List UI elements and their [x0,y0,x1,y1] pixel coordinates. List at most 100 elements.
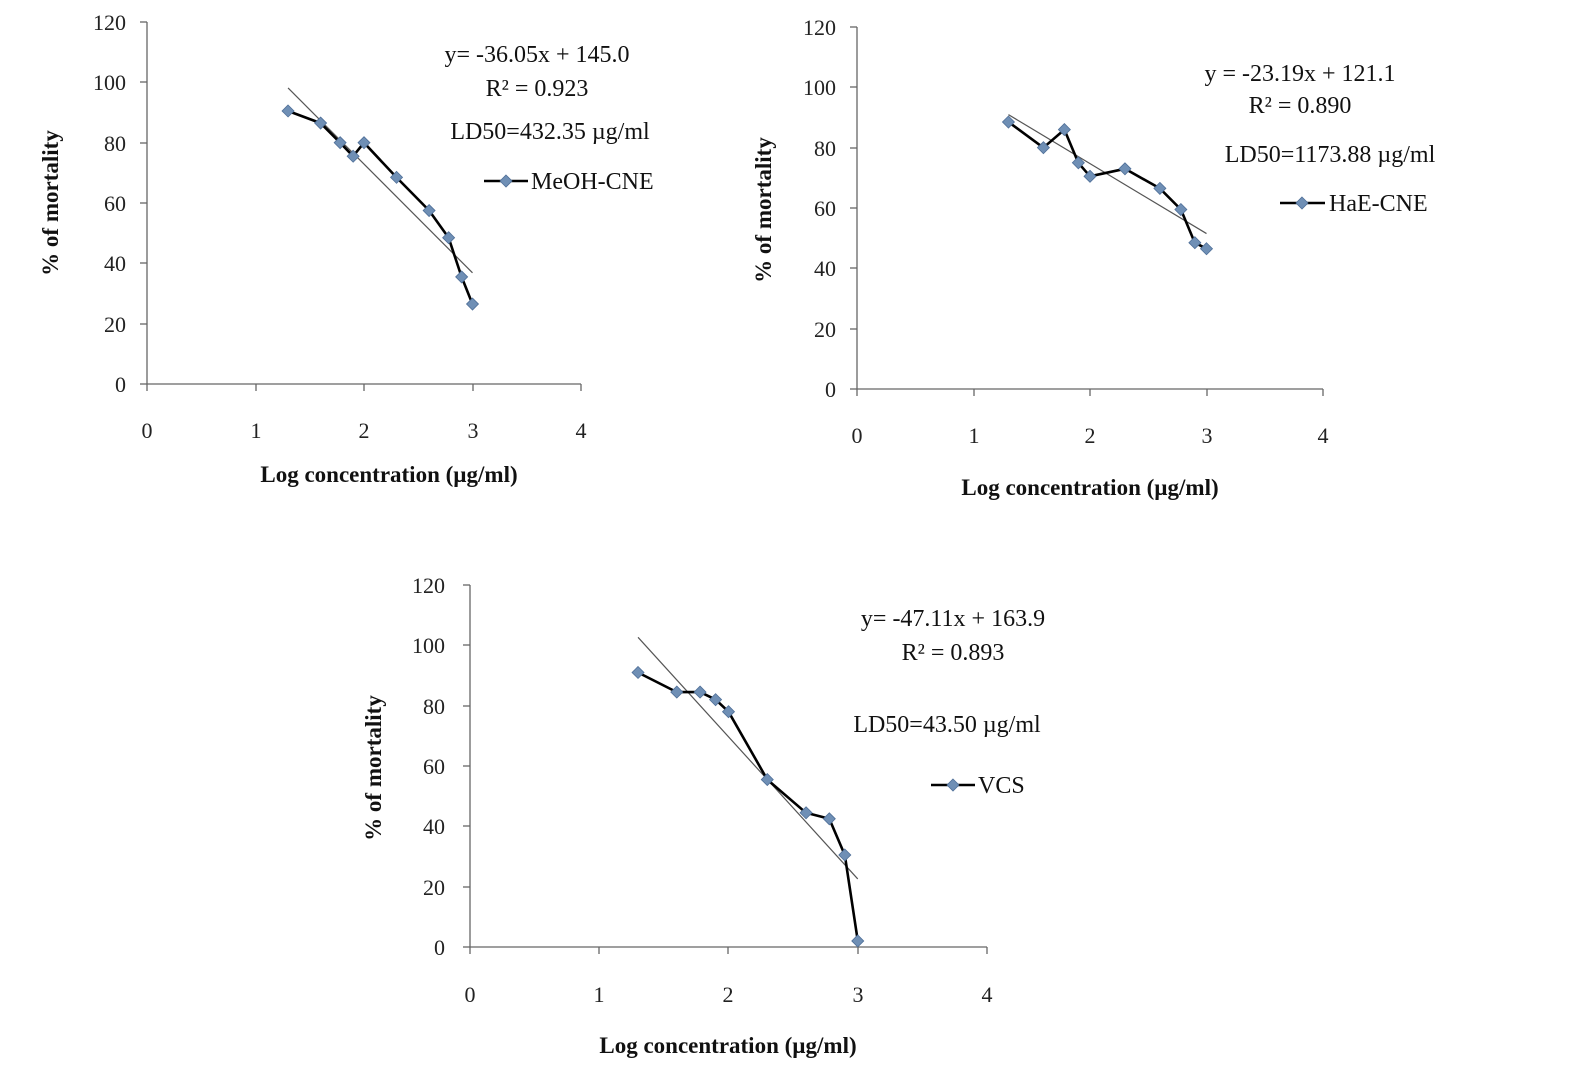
chart3-legend: VCS [931,773,1025,799]
chart2-data-point [1071,156,1085,170]
chart3-x-tick-label: 2 [723,982,734,1007]
chart1-x-tick-labels: 0 1 2 3 4 [142,418,587,443]
chart2-data-point [1153,181,1167,195]
chart3-legend-marker [946,778,960,792]
chart1-equation: y= -36.05x + 145.0 [444,42,629,68]
chart2-y-axis-title: % of mortality [751,137,776,283]
chart1-y-tick-marks [140,21,147,385]
chart2-data-point [1118,162,1132,176]
chart3-y-tick-marks [463,584,470,948]
chart1-y-tick-label: 100 [93,70,126,95]
chart2-legend-marker [1295,196,1309,210]
chart3-markers [631,665,865,948]
chart3-data-point [670,685,684,699]
chart3-x-tick-label: 0 [465,982,476,1007]
chart3-y-tick-label: 60 [423,754,445,779]
chart2-x-tick-label: 1 [969,423,980,448]
chart3-y-tick-label: 80 [423,694,445,719]
chart3-trendline [637,636,859,880]
chart1-data-point [314,116,328,130]
chart3-data-point [838,848,852,862]
chart1-y-tick-label: 40 [104,251,126,276]
chart2-x-tick-marks [856,389,1324,396]
chart2-data-point [1188,236,1202,250]
chart2-x-axis-title: Log concentration (µg/ml) [961,475,1218,500]
chart3-y-tick-label: 40 [423,814,445,839]
chart1-y-tick-label: 0 [115,372,126,397]
chart3-ld50: LD50=43.50 µg/ml [853,712,1041,738]
chart3-y-tick-label: 0 [434,935,445,960]
chart3-x-axis-title: Log concentration (µg/ml) [599,1033,856,1058]
chart3-equation: y= -47.11x + 163.9 [861,606,1045,632]
chart3-data-point [631,665,645,680]
chart1-y-axis-title: % of mortality [38,130,63,276]
chart3-y-axis-title: % of mortality [361,695,386,841]
chart2-axes [850,26,1324,396]
chart3-data-point [799,806,813,820]
chart3-axes [463,584,988,954]
chart3-r-squared: R² = 0.893 [902,640,1005,666]
chart2-ld50: LD50=1173.88 µg/ml [1225,142,1436,168]
chart1-legend-marker [499,174,513,188]
chart3-x-tick-marks [469,947,988,954]
chart2-y-tick-label: 120 [803,15,836,40]
chart1-y-tick-label: 60 [104,191,126,216]
chart2-x-tick-label: 4 [1318,423,1329,448]
chart1-legend-label: MeOH-CNE [531,169,654,195]
chart1-y-tick-label: 20 [104,312,126,337]
chart2-y-tick-label: 60 [814,196,836,221]
chart2-markers [1001,115,1214,256]
chart2-y-tick-label: 20 [814,317,836,342]
chart2-data-point [1199,242,1214,256]
chart2-r-squared: R² = 0.890 [1249,93,1352,119]
chart1-data-point [346,149,360,163]
chart-hae-cne: 0 20 40 60 80 100 120 0 1 2 3 4 Log conc… [751,15,1436,500]
chart1-r-squared: R² = 0.923 [486,76,589,102]
chart2-x-tick-label: 2 [1085,423,1096,448]
chart1-x-tick-label: 0 [142,418,153,443]
chart3-series-line [637,671,860,942]
chart1-x-tick-label: 4 [576,418,587,443]
chart2-data-point [1036,141,1050,155]
chart1-y-tick-label: 80 [104,131,126,156]
chart1-y-tick-labels: 0 20 40 60 80 100 120 [93,10,126,397]
chart3-data-point [851,934,865,948]
chart1-y-tick-label: 120 [93,10,126,35]
chart1-data-point [455,270,469,284]
chart1-data-point [357,136,371,150]
chart2-x-tick-label: 0 [852,423,863,448]
chart1-data-point [389,170,404,184]
chart3-x-tick-label: 3 [853,982,864,1007]
chart1-data-point [281,104,295,118]
chart2-equation: y = -23.19x + 121.1 [1204,61,1395,87]
chart3-data-point [709,693,723,707]
chart3-y-tick-label: 120 [412,573,445,598]
chart2-y-tick-label: 40 [814,256,836,281]
chart3-data-point [693,685,707,699]
chart2-data-point [1083,169,1097,183]
chart2-x-tick-label: 3 [1202,423,1213,448]
chart3-y-tick-labels: 0 20 40 60 80 100 120 [412,573,445,960]
chart2-y-tick-marks [850,26,857,390]
chart1-data-point [422,203,436,218]
chart1-trendline [287,87,473,274]
chart2-data-point [1001,115,1016,129]
chart1-x-tick-label: 3 [468,418,479,443]
chart2-legend: HaE-CNE [1280,191,1428,217]
chart1-markers [281,104,480,311]
chart2-x-tick-labels: 0 1 2 3 4 [852,423,1329,448]
chart3-x-tick-label: 4 [982,982,993,1007]
chart2-y-tick-labels: 0 20 40 60 80 100 120 [803,15,836,402]
chart1-data-point [333,136,347,150]
chart3-data-point [721,705,736,719]
chart3-y-tick-label: 20 [423,875,445,900]
chart3-data-point [822,812,836,826]
chart1-x-tick-label: 2 [359,418,370,443]
chart2-y-tick-label: 80 [814,136,836,161]
chart2-data-point [1057,123,1071,137]
chart1-series-line [287,109,474,305]
chart2-y-tick-label: 100 [803,75,836,100]
chart2-trendline [1008,114,1207,235]
chart1-data-point [465,297,480,311]
